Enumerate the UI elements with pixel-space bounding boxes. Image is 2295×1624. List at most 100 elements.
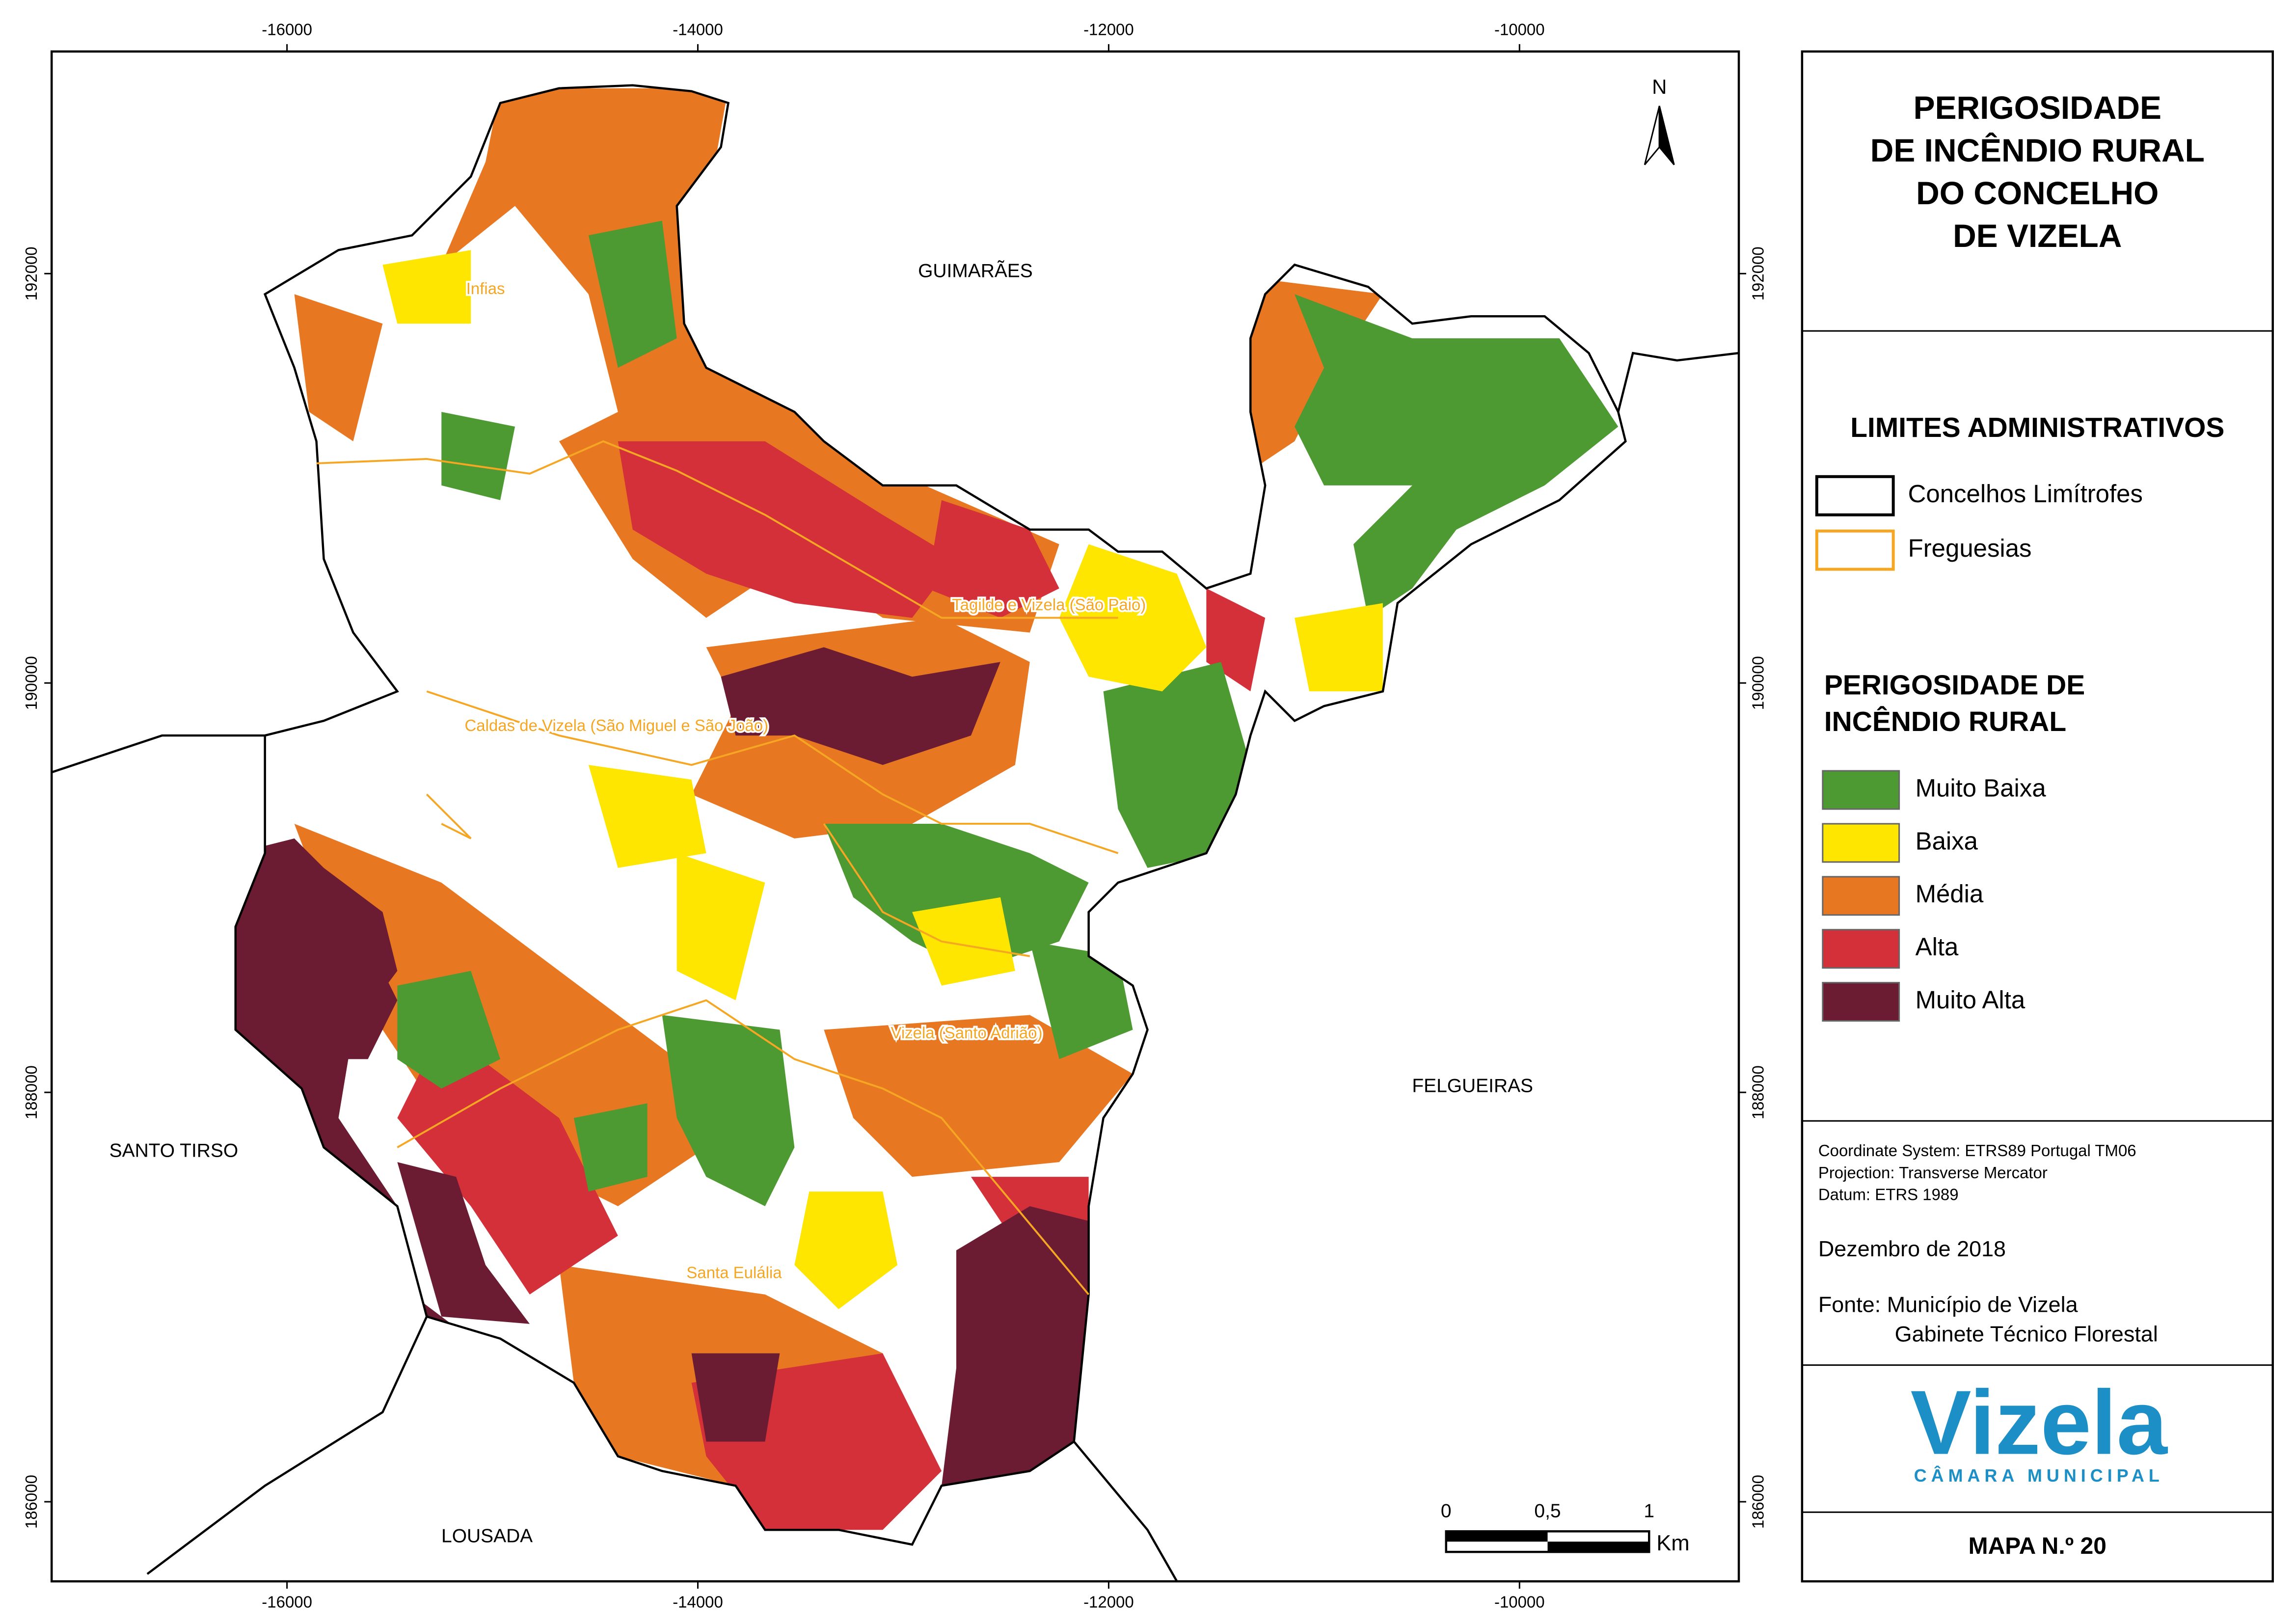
- x-tick-label: -12000: [1083, 1593, 1134, 1611]
- map-shape: [927, 500, 1059, 618]
- y-tick-label: 186000: [22, 1475, 40, 1529]
- map-shape: [397, 1162, 530, 1324]
- parish-label: Tagilde e Vizela (São Paio): [952, 595, 1146, 614]
- y-tick-label: 188000: [22, 1065, 40, 1119]
- map-shape: [1295, 603, 1383, 692]
- map-shape: Coordinate System: ETRS89 Portugal TM06 …: [1818, 1141, 2136, 1204]
- map-shape: [676, 853, 765, 1001]
- coordinate-info: Projection: Transverse Mercator: [1818, 1164, 2048, 1182]
- map-shape: [1617, 352, 1739, 412]
- y-tick-label: 186000: [1749, 1475, 1767, 1529]
- admin-title: LIMITES ADMINISTRATIVOS: [1850, 412, 2224, 443]
- map-shape: [1547, 1542, 1649, 1552]
- map-shape: [1446, 1531, 1548, 1542]
- map-shape: [823, 823, 1030, 957]
- y-tick-label: 190000: [22, 656, 40, 710]
- y-tick-label: 188000: [1749, 1065, 1767, 1119]
- place-label: LOUSADA: [441, 1525, 533, 1546]
- map-shape: [235, 838, 398, 1059]
- logo-name: Vizela: [1911, 1372, 2168, 1474]
- parish-label: Infias: [466, 279, 505, 298]
- legend-swatch: [1822, 770, 1900, 810]
- coordinate-ticks: -16000 -16000 -14000 -14000 -12000 -12000 -100…: [22, 21, 1767, 1611]
- map-frame: [50, 50, 1740, 1583]
- map-shape: [294, 823, 706, 1207]
- legend-swatch: [1815, 475, 1895, 516]
- map-shape: Infias Tagilde e Vizela (São Paio) Calda…: [463, 277, 1148, 1283]
- map-shape: [397, 1029, 618, 1295]
- legend-label: Concelhos Limítrofes: [1908, 480, 2143, 508]
- map-shape: [824, 823, 1089, 971]
- map-shape: [662, 1015, 795, 1207]
- map-shape: [1059, 544, 1207, 692]
- place-label: FELGUEIRAS: [1412, 1076, 1533, 1097]
- legend-label: Média: [1916, 880, 1984, 908]
- map-shape: [942, 1206, 1089, 1486]
- map-shape: [824, 1015, 1133, 1177]
- scale-label: 0,5: [1534, 1501, 1561, 1522]
- parish-label: Vizela (Santo Adrião): [891, 1024, 1042, 1042]
- map-shape: [1103, 662, 1251, 868]
- map-shape: [316, 440, 1118, 619]
- scale-label: 1: [1644, 1501, 1654, 1522]
- legend-swatch: [1822, 982, 1900, 1022]
- x-tick-label: -16000: [262, 21, 312, 39]
- map-shape: [294, 294, 383, 441]
- scale-bar: 0 0,5 1 Km: [1441, 1501, 1690, 1556]
- x-tick-label: -10000: [1494, 1593, 1545, 1611]
- map-shape: [146, 1316, 428, 1575]
- map-shape: [426, 793, 472, 839]
- north-label: N: [1652, 75, 1667, 98]
- map-shape: [691, 1353, 780, 1442]
- logo-subtitle: CÂMARA MUNICIPAL: [1914, 1465, 2164, 1486]
- title-line: DO CONCELHO: [1916, 175, 2159, 211]
- map-shape: PERIGOSIDADE DE INCÊNDIO RURAL DO CONCEL…: [1870, 89, 2205, 254]
- map-shape: [912, 897, 1015, 986]
- place-label: GUIMARÃES: [918, 261, 1033, 282]
- legend-swatch: [1822, 876, 1900, 916]
- x-tick-label: -16000: [262, 1593, 312, 1611]
- title-line: PERIGOSIDADE: [1914, 89, 2161, 126]
- y-tick-label: 192000: [22, 246, 40, 300]
- legend-panel: PERIGOSIDADE DE INCÊNDIO RURAL DO CONCEL…: [1801, 50, 2274, 1583]
- map-shape: [573, 1103, 648, 1192]
- map-shape: [588, 765, 706, 868]
- map-shape: [588, 220, 677, 368]
- map-shape: [397, 999, 1090, 1296]
- place-label: SANTO TIRSO: [109, 1140, 239, 1161]
- map-shape: [441, 411, 515, 500]
- map-shape: [50, 50, 1740, 1583]
- parish-label: Caldas de Vizela (São Miguel e São João): [465, 716, 769, 734]
- legend-label: Muito Alta: [1916, 986, 2025, 1014]
- north-arrow: N: [1644, 75, 1675, 165]
- map-shape: [1073, 1441, 1178, 1582]
- map-shape: [51, 734, 265, 774]
- legend-swatch: [1815, 529, 1895, 571]
- map-shape: [618, 441, 956, 618]
- title-line: DE INCÊNDIO RURAL: [1870, 132, 2205, 168]
- map-shape: [234, 84, 1627, 1546]
- map-shape: [382, 250, 471, 324]
- coordinate-info: Datum: ETRS 1989: [1818, 1186, 1959, 1204]
- source: Fonte: Município de Vizela: [1818, 1292, 2078, 1317]
- date: Dezembro de 2018: [1818, 1236, 2006, 1261]
- scale-unit: Km: [1656, 1530, 1689, 1555]
- title-line: DE VIZELA: [1953, 217, 2122, 254]
- map-shape: [1295, 294, 1619, 618]
- map-shape: [1029, 941, 1133, 1059]
- map-shape: [794, 1191, 898, 1309]
- x-tick-label: -14000: [673, 21, 723, 39]
- legend-swatch: [1822, 929, 1900, 969]
- coordinate-info: Coordinate System: ETRS89 Portugal TM06: [1818, 1141, 2136, 1160]
- y-tick-label: 192000: [1749, 246, 1767, 300]
- x-tick-label: -14000: [673, 1593, 723, 1611]
- legend-label: Freguesias: [1908, 534, 2032, 562]
- x-tick-label: -12000: [1083, 21, 1134, 39]
- map-shape: [1658, 106, 1675, 165]
- legend-label: Muito Baixa: [1916, 774, 2047, 802]
- x-tick-label: -10000: [1494, 21, 1545, 39]
- legend-swatch: [1822, 823, 1900, 863]
- map-shape: [426, 690, 1119, 854]
- map-shape: [397, 971, 501, 1089]
